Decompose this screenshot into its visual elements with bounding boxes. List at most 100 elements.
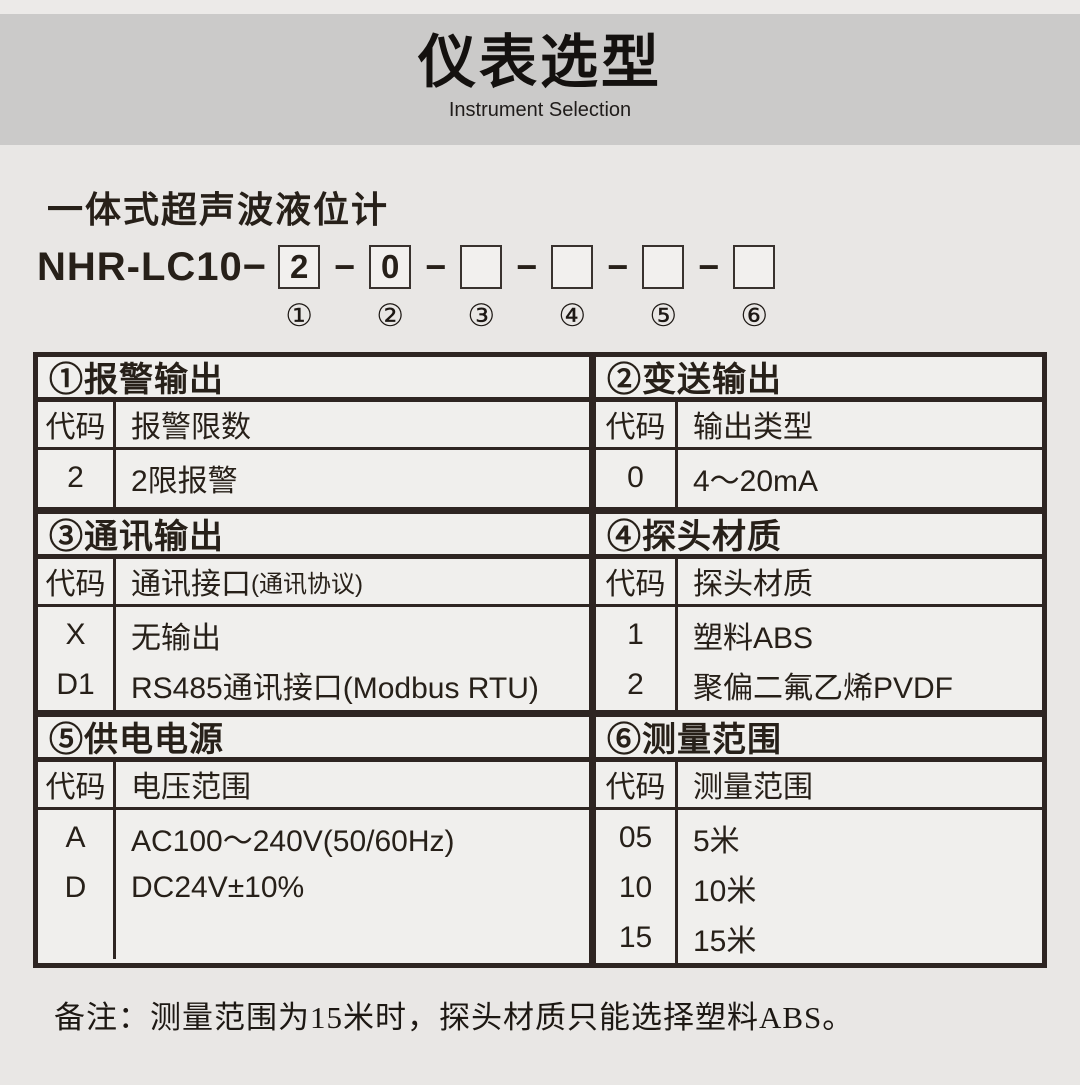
model-prefix: NHR-LC10− (37, 244, 268, 289)
desc-header-label: 输出类型 (693, 411, 813, 445)
section-alarm-output: ①报警输出 代码 报警限数 2 2限报警 (38, 356, 596, 507)
section-power-supply: ⑤供电电源 代码 电压范围 A D AC100～240V(50/60Hz) DC… (38, 716, 596, 963)
desc-value: 2限报警 (131, 464, 238, 498)
code-column: 2 (38, 449, 116, 507)
content: 一体式超声波液位计 NHR-LC10− 2 ① − 0 ② − ③ − ④ − … (0, 190, 1080, 1037)
code-value: A (65, 820, 86, 854)
model-box-5 (642, 244, 685, 289)
section-title: ①报警输出 (38, 357, 589, 402)
code-value: 0 (627, 460, 644, 494)
code-value: 10 (618, 870, 653, 904)
desc-value: 塑料ABS (693, 621, 814, 655)
desc-header-cell: 测量范围 (678, 762, 1042, 807)
position-index-4: ④ (558, 297, 587, 333)
section-probe-material: ④探头材质 代码 探头材质 1 2 塑料ABS 聚偏二氟乙烯PVDF (596, 514, 1042, 710)
section-title: ⑥测量范围 (596, 717, 1042, 762)
model-code-row: NHR-LC10− 2 ① − 0 ② − ③ − ④ − ⑤ − ⑥ (37, 244, 1047, 333)
section-measure-range: ⑥测量范围 代码 测量范围 05 10 15 5米 10米 (596, 717, 1042, 963)
desc-header-cell: 输出类型 (678, 402, 1042, 447)
model-box-2: 0 (369, 244, 412, 289)
model-position-2: 0 ② (368, 244, 412, 333)
model-position-6: ⑥ (732, 244, 776, 333)
desc-header-label: 测量范围 (693, 771, 813, 805)
desc-value: 5米 (693, 824, 740, 858)
separator-dash: − (698, 245, 720, 287)
code-value: 15 (618, 920, 653, 954)
model-position-5: ⑤ (641, 244, 685, 333)
footnote: 备注：测量范围为15米时，探头材质只能选择塑料ABS。 (54, 999, 855, 1035)
desc-header-label: 报警限数 (131, 411, 251, 445)
desc-header-cell: 通讯接口 (通讯协议) (116, 559, 589, 604)
desc-column: AC100～240V(50/60Hz) DC24V±10% (116, 810, 589, 959)
desc-header-note: (通讯协议) (251, 570, 363, 598)
code-value: X (65, 617, 86, 651)
model-position-3: ③ (459, 244, 503, 333)
code-column: 0 (596, 449, 678, 507)
code-column: 05 10 15 (596, 809, 678, 963)
section-data: 05 10 15 5米 10米 15米 (596, 809, 1042, 963)
separator-dash: − (516, 245, 538, 287)
desc-header-cell: 探头材质 (678, 559, 1042, 604)
section-data: X D1 无输出 RS485通讯接口(Modbus RTU) (38, 606, 589, 710)
section-header-row: 代码 电压范围 (38, 761, 589, 810)
position-index-2: ② (376, 297, 405, 333)
code-value: 1 (627, 617, 644, 651)
separator-dash: − (607, 245, 629, 287)
position-index-5: ⑤ (649, 297, 678, 333)
code-column: X D1 (38, 606, 116, 710)
desc-value: AC100～240V(50/60Hz) (131, 824, 455, 858)
table-band-3: ⑤供电电源 代码 电压范围 A D AC100～240V(50/60Hz) DC… (38, 716, 1042, 963)
desc-value: 15米 (693, 924, 757, 958)
desc-header-cell: 电压范围 (116, 762, 589, 807)
separator-dash: − (425, 245, 447, 287)
desc-value: 4～20mA (693, 464, 819, 498)
model-box-3 (460, 244, 503, 289)
page-title: 仪表选型 (417, 30, 662, 95)
separator-dash: − (334, 245, 356, 287)
table-band-1: ①报警输出 代码 报警限数 2 2限报警 (38, 356, 1042, 514)
code-column: 1 2 (596, 606, 678, 710)
desc-column: 塑料ABS 聚偏二氟乙烯PVDF (678, 607, 1042, 710)
desc-value: DC24V±10% (131, 870, 305, 904)
desc-header-cell: 报警限数 (116, 402, 589, 447)
desc-header-label: 通讯接口 (131, 568, 251, 602)
desc-header-label: 电压范围 (131, 771, 251, 805)
desc-value: 无输出 (131, 621, 221, 655)
code-header-cell: 代码 (38, 558, 116, 604)
code-value: 2 (627, 667, 644, 701)
desc-header-label: 探头材质 (693, 568, 813, 602)
section-comm-output: ③通讯输出 代码 通讯接口 (通讯协议) X D1 无输出 RS485通 (38, 513, 596, 710)
model-box-4 (551, 244, 594, 289)
section-header-row: 代码 测量范围 (596, 761, 1042, 810)
model-position-1: 2 ① (277, 244, 321, 333)
desc-column: 4～20mA (678, 450, 1042, 507)
table-band-2: ③通讯输出 代码 通讯接口 (通讯协议) X D1 无输出 RS485通 (38, 513, 1042, 717)
desc-column: 2限报警 (116, 450, 589, 507)
code-header-cell: 代码 (596, 401, 678, 447)
code-value: D (64, 870, 87, 904)
code-value: 2 (67, 460, 84, 494)
section-data: 0 4～20mA (596, 449, 1042, 507)
desc-value: 10米 (693, 874, 757, 908)
section-transmit-output: ②变送输出 代码 输出类型 0 4～20mA (596, 357, 1042, 507)
model-box-1: 2 (278, 244, 321, 289)
section-title: ③通讯输出 (38, 514, 589, 559)
position-index-3: ③ (467, 297, 496, 333)
section-data: A D AC100～240V(50/60Hz) DC24V±10% (38, 809, 589, 959)
code-header-cell: 代码 (596, 761, 678, 807)
code-header-cell: 代码 (596, 558, 678, 604)
position-index-1: ① (285, 297, 314, 333)
position-index-6: ⑥ (740, 297, 769, 333)
desc-column: 5米 10米 15米 (678, 810, 1042, 963)
section-title: ④探头材质 (596, 514, 1042, 559)
model-box-6 (733, 244, 776, 289)
code-column: A D (38, 809, 116, 959)
section-data: 2 2限报警 (38, 449, 589, 507)
section-header-row: 代码 输出类型 (596, 401, 1042, 450)
code-header-cell: 代码 (38, 401, 116, 447)
code-value: 05 (618, 820, 653, 854)
page-subtitle: Instrument Selection (448, 99, 632, 121)
selection-table: ①报警输出 代码 报警限数 2 2限报警 (33, 351, 1047, 968)
top-strip (0, 0, 1080, 14)
